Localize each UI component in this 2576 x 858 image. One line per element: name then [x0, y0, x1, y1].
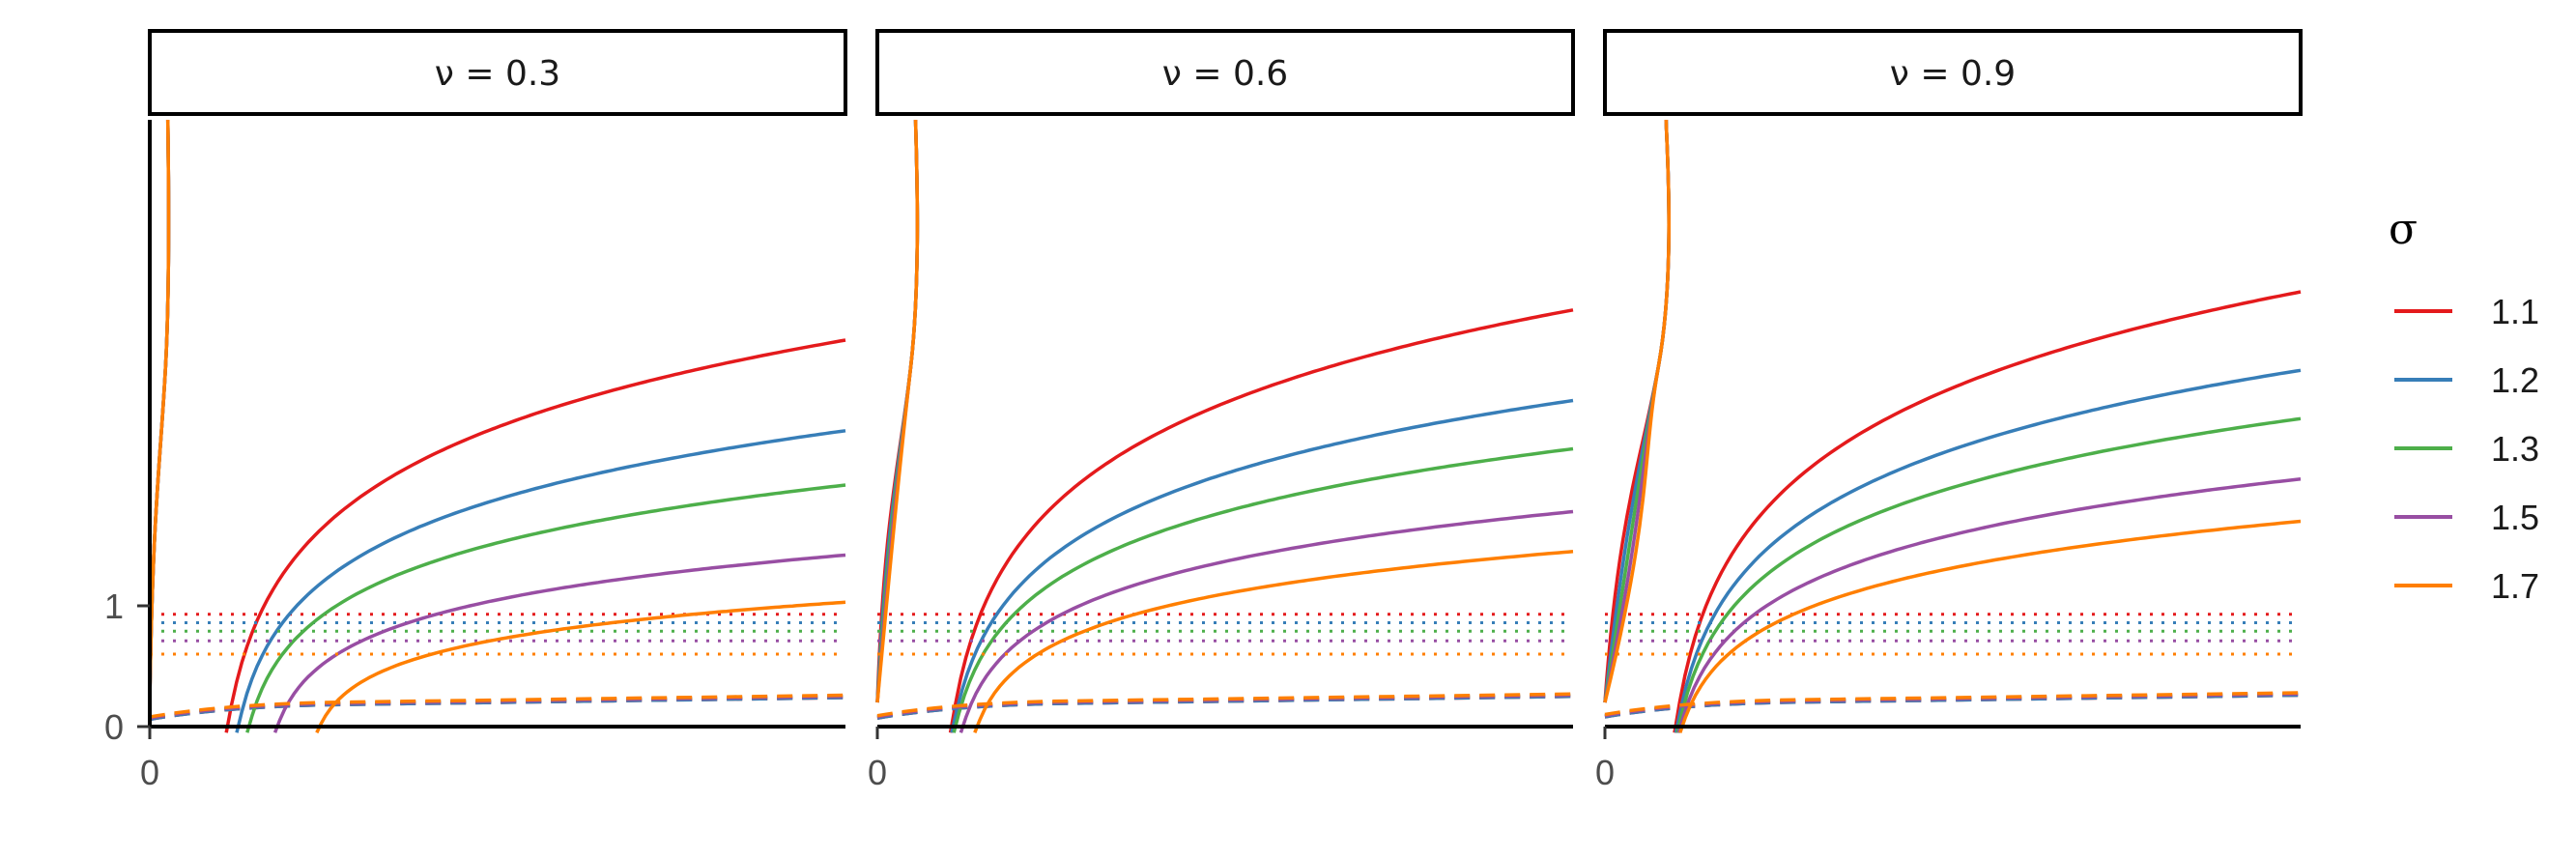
facet-panel-3: ν = 0.9 — [1603, 29, 2303, 733]
solid-curve-1.5-panel-2 — [959, 509, 1574, 733]
solid-curve-1.7-panel-3 — [1678, 519, 2302, 733]
solid-curve-1.5-panel-3 — [1676, 477, 2302, 733]
facet-plot-area-2 — [875, 119, 1574, 733]
spike-curve-1.7-panel-2 — [875, 119, 920, 703]
solid-curve-1.1-panel-1 — [224, 338, 846, 733]
solid-curve-1.2-panel-2 — [950, 398, 1574, 733]
facet-plot-area-3 — [1603, 119, 2302, 733]
solid-curve-1.3-panel-3 — [1675, 416, 2302, 733]
solid-curve-1.2-panel-1 — [235, 429, 846, 733]
solid-curve-1.7-panel-1 — [315, 600, 846, 734]
solid-curve-1.3-panel-2 — [952, 446, 1574, 733]
solid-curve-1.5-panel-1 — [272, 553, 846, 733]
legend: σ 1.1 1.2 1.3 1.5 1.7 — [2389, 205, 2539, 606]
legend-label-1.7: 1.7 — [2491, 566, 2539, 606]
solid-curve-1.3-panel-1 — [245, 483, 846, 733]
legend-label-1.2: 1.2 — [2491, 360, 2539, 400]
y-tick-label-1: 1 — [104, 586, 124, 626]
facet-strip-label-1: ν = 0.3 — [435, 54, 560, 94]
dashed-line-1.7-panel-1 — [149, 693, 846, 719]
legend-label-1.3: 1.3 — [2491, 429, 2539, 469]
spike-curve-1.7-panel-1 — [148, 119, 171, 703]
legend-label-1.1: 1.1 — [2491, 292, 2539, 331]
x-axes: 0 0 0 — [140, 725, 2301, 792]
x-tick-label-3: 0 — [1595, 753, 1615, 792]
facet-panel-1: ν = 0.3 — [148, 29, 847, 734]
facet-strip-1 — [148, 29, 847, 116]
facet-strip-label-2: ν = 0.6 — [1162, 54, 1288, 94]
y-tick-label-0: 0 — [104, 707, 124, 747]
facet-plot-area-1 — [148, 119, 846, 734]
x-tick-label-2: 0 — [868, 753, 887, 792]
legend-entries: 1.1 1.2 1.3 1.5 1.7 — [2394, 292, 2539, 606]
x-tick-label-1: 0 — [140, 753, 159, 792]
facet-strip-2 — [875, 29, 1575, 116]
spike-curve-1.7-panel-3 — [1603, 119, 1671, 703]
legend-title: σ — [2389, 205, 2418, 254]
facet-strip-label-3: ν = 0.9 — [1890, 54, 2016, 94]
facet-panel-2: ν = 0.6 — [875, 29, 1575, 733]
solid-curve-1.2-panel-3 — [1674, 368, 2302, 733]
legend-label-1.5: 1.5 — [2491, 498, 2539, 537]
facet-strip-3 — [1603, 29, 2303, 116]
solid-curve-1.1-panel-2 — [948, 308, 1574, 733]
solid-curve-1.7-panel-2 — [973, 550, 1574, 733]
solid-curve-1.1-panel-3 — [1673, 290, 2302, 733]
y-axis: 0 1 — [104, 120, 152, 747]
dashed-line-1.7-panel-2 — [876, 692, 1574, 718]
